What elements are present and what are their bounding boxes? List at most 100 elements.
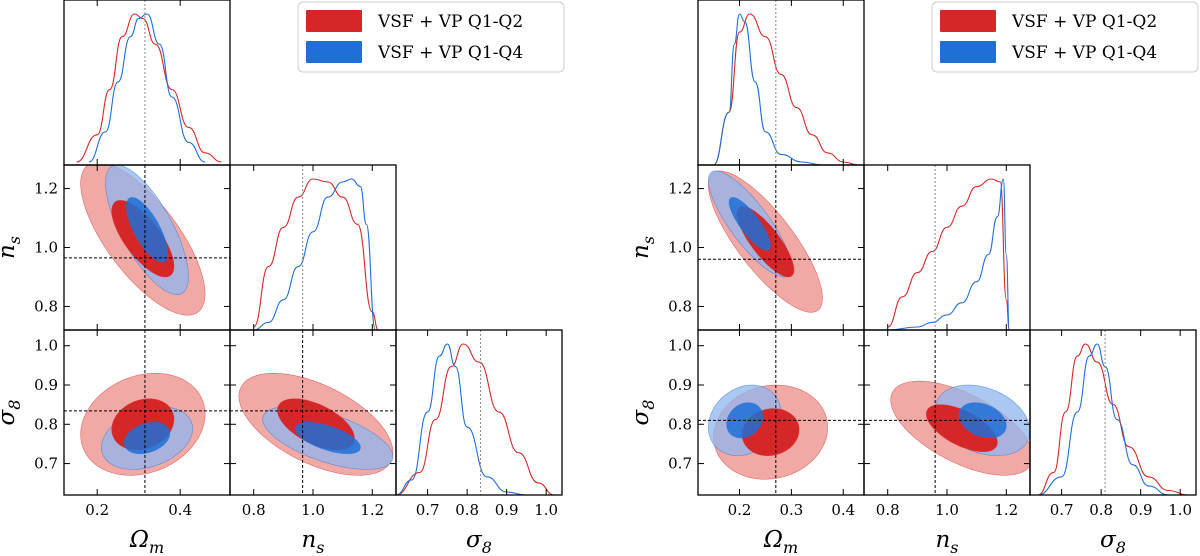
y-axis-label-n_s: ns — [0, 236, 24, 259]
q1q4-contour-1sigma — [728, 197, 771, 251]
x-tick-label: 1.0 — [935, 501, 959, 519]
x-tick-label: 0.2 — [728, 501, 752, 519]
contour-cell-n_s-sigma_8 — [230, 330, 396, 495]
x-tick-label: 0.9 — [495, 501, 519, 519]
cell-frame — [395, 329, 563, 496]
axis-label-main: σ — [466, 527, 483, 553]
axis-label-main: n — [628, 244, 654, 259]
axis-label-main: σ — [1100, 527, 1117, 553]
legend-entry-q1q4: VSF + VP Q1-Q4 — [377, 43, 523, 63]
legend-entry-q1q2: VSF + VP Q1-Q2 — [1011, 12, 1157, 32]
y-tick-label: 0.8 — [668, 297, 692, 315]
axis-label-main: Ω — [129, 527, 149, 553]
x-tick-label: 0.4 — [831, 501, 855, 519]
q1q4-marginal-line — [713, 13, 823, 165]
legend-swatch-q1q2 — [940, 10, 996, 32]
axis-label-main: Ω — [763, 527, 783, 553]
y-tick-label: 1.2 — [668, 180, 692, 198]
y-tick-label: 1.0 — [34, 239, 58, 257]
y-tick-label: 1.2 — [34, 180, 58, 198]
marginal-cell-sigma_8 — [1037, 330, 1189, 495]
q1q2-marginal-line — [76, 13, 222, 163]
x-tick-label: 0.8 — [876, 501, 900, 519]
x-tick-label: 0.7 — [416, 501, 440, 519]
marginal-cell-n_s — [253, 165, 379, 330]
y-tick-label: 0.7 — [34, 455, 58, 473]
contour-cell-Omega_m-sigma_8 — [64, 330, 230, 495]
x-tick-label: 0.4 — [168, 501, 192, 519]
y-tick-label: 1.0 — [668, 337, 692, 355]
q1q4-marginal-line — [887, 178, 1010, 330]
y-tick-label: 0.8 — [34, 297, 58, 315]
contour-cell-Omega_m-sigma_8 — [698, 330, 864, 495]
axis-label-main: σ — [628, 408, 654, 425]
marginal-cell-sigma_8 — [396, 330, 555, 495]
legend-swatch-q1q2 — [306, 10, 362, 32]
q1q2-marginal-line — [887, 178, 1010, 330]
x-tick-label: 1.2 — [994, 501, 1018, 519]
y-tick-label: 0.7 — [668, 455, 692, 473]
q1q2-marginal-line — [1037, 343, 1189, 495]
y-axis-label-sigma_8: σ8 — [0, 400, 24, 426]
cell-frame — [863, 164, 1031, 331]
y-tick-label: 0.9 — [34, 376, 58, 394]
x-axis-label-sigma_8: σ8 — [466, 527, 492, 556]
marginal-cell-n_s — [887, 165, 1010, 330]
marginal-cell-Omega_m — [76, 0, 222, 165]
q1q2-marginal-line — [253, 178, 379, 330]
y-tick-label: 1.0 — [34, 337, 58, 355]
legend-entry-q1q2: VSF + VP Q1-Q2 — [377, 12, 523, 32]
y-axis-label-n_s: ns — [628, 236, 658, 259]
axis-label-main: σ — [0, 408, 20, 425]
axis-label-subscript: 8 — [1116, 538, 1126, 556]
q1q4-marginal-line — [253, 178, 376, 330]
y-tick-label: 0.8 — [34, 415, 58, 433]
x-axis-label-n_s: ns — [301, 527, 324, 556]
contour-cell-Omega_m-n_s — [698, 165, 864, 330]
axis-label-main: n — [0, 244, 20, 259]
cell-frame — [229, 164, 397, 331]
legend-entry-q1q4: VSF + VP Q1-Q4 — [1011, 43, 1157, 63]
legend-frame — [297, 1, 565, 73]
q1q4-contour-1sigma — [126, 197, 168, 263]
x-tick-label: 0.2 — [85, 501, 109, 519]
axis-label-subscript: 8 — [482, 538, 492, 556]
x-axis-label-Omega_m: Ωm — [129, 527, 164, 556]
x-tick-label: 0.8 — [242, 501, 266, 519]
y-tick-label: 0.8 — [668, 415, 692, 433]
q1q2-marginal-line — [713, 13, 859, 165]
axis-label-subscript: m — [149, 538, 164, 556]
x-tick-label: 1.0 — [1168, 501, 1192, 519]
axis-label-subscript: 8 — [639, 400, 658, 410]
marginal-cell-Omega_m — [713, 0, 859, 165]
x-tick-label: 0.8 — [455, 501, 479, 519]
q1q2-marginal-line — [396, 343, 555, 495]
x-tick-label: 0.9 — [1129, 501, 1153, 519]
x-tick-label: 1.0 — [301, 501, 325, 519]
x-tick-label: 0.7 — [1050, 501, 1074, 519]
x-tick-label: 0.8 — [1089, 501, 1113, 519]
x-axis-label-sigma_8: σ8 — [1100, 527, 1126, 556]
axis-label-main: n — [301, 527, 316, 553]
x-tick-label: 1.2 — [360, 501, 384, 519]
cell-frame — [697, 0, 865, 166]
axis-label-subscript: s — [950, 538, 958, 556]
q1q4-marginal-line — [88, 13, 206, 163]
y-tick-label: 0.9 — [668, 376, 692, 394]
contour-cell-n_s-sigma_8 — [864, 330, 1030, 495]
axis-label-subscript: s — [316, 538, 324, 556]
q1q4-contour-1sigma — [123, 421, 171, 454]
q1q4-marginal-line — [396, 343, 527, 495]
x-tick-label: 0.3 — [779, 501, 803, 519]
legend: VSF + VP Q1-Q2 VSF + VP Q1-Q4 — [931, 1, 1199, 73]
legend: VSF + VP Q1-Q2 VSF + VP Q1-Q4 — [297, 1, 565, 73]
q1q2-contour-1sigma — [926, 404, 998, 453]
contour-cell-Omega_m-n_s — [64, 165, 230, 330]
q1q4-contour-1sigma — [958, 402, 1007, 439]
axis-label-subscript: s — [639, 236, 658, 244]
axis-label-subscript: s — [5, 236, 24, 244]
x-tick-label: 1.0 — [534, 501, 558, 519]
